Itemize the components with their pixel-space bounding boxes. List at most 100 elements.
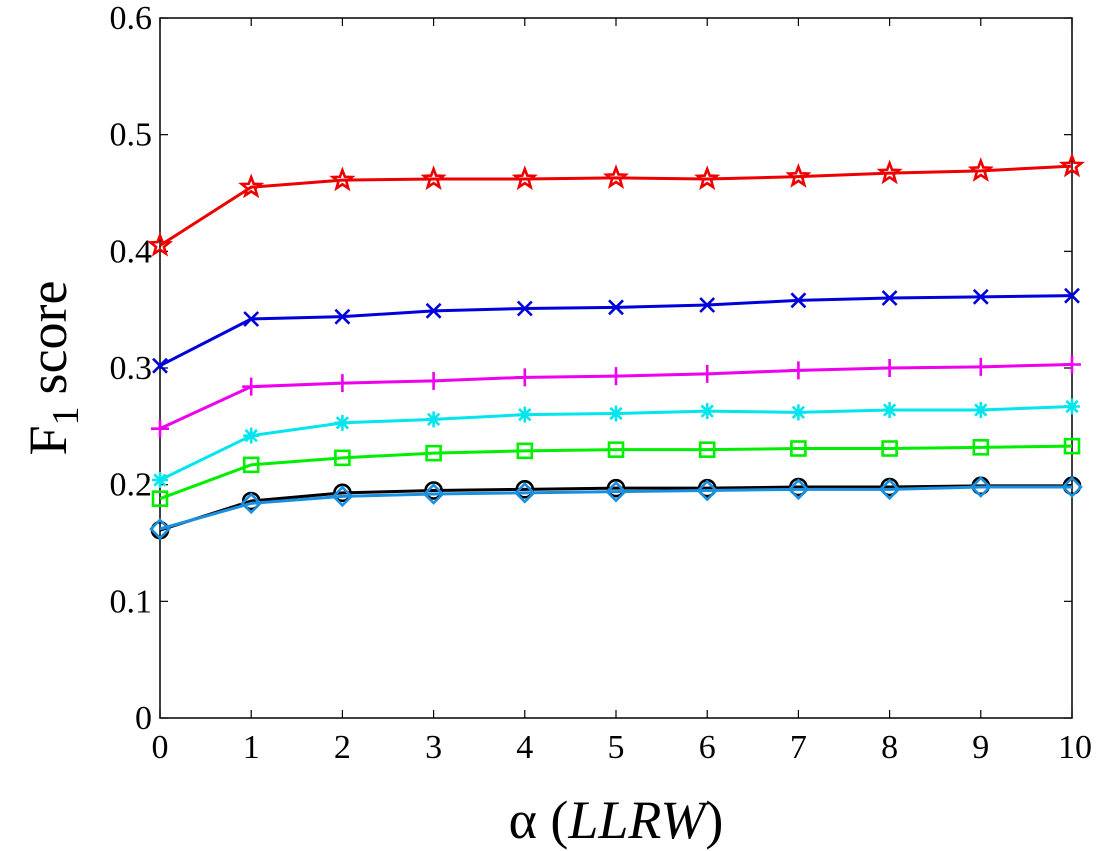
marker-cross bbox=[1064, 287, 1080, 304]
marker-circle bbox=[606, 478, 626, 498]
y-axis-title-text: F1 score bbox=[18, 281, 87, 456]
marker-cross bbox=[516, 300, 533, 317]
marker-asterisk bbox=[516, 406, 533, 423]
y-axis-title: F1 score bbox=[18, 281, 87, 456]
marker-plus bbox=[515, 368, 534, 387]
marker-plus bbox=[971, 357, 990, 376]
x-tick-label: 10 bbox=[1058, 729, 1092, 766]
y-tick-label: 0.3 bbox=[110, 350, 153, 387]
marker-diamond bbox=[240, 492, 263, 515]
x-tick-label: 9 bbox=[972, 729, 989, 766]
y-tick-label: 0.1 bbox=[110, 583, 153, 620]
series-blue-diamond bbox=[149, 476, 1083, 540]
marker-asterisk bbox=[334, 414, 351, 431]
marker-diamond bbox=[149, 518, 171, 540]
marker-diamond bbox=[331, 485, 354, 508]
y-tick-label: 0.6 bbox=[110, 0, 153, 37]
marker-square bbox=[790, 440, 807, 457]
y-tick-label: 0 bbox=[135, 700, 152, 737]
marker-plus bbox=[151, 419, 169, 438]
x-tick-label: 5 bbox=[608, 729, 625, 766]
x-tick-label: 7 bbox=[790, 729, 807, 766]
y-axis-title-main: F bbox=[18, 425, 78, 455]
marker-plus bbox=[607, 367, 625, 386]
marker-square bbox=[242, 456, 260, 474]
marker-diamond bbox=[787, 478, 810, 501]
marker-asterisk bbox=[152, 472, 168, 488]
marker-square bbox=[607, 441, 625, 458]
x-tick-label: 3 bbox=[425, 729, 442, 766]
y-axis: 0 0.1 0.2 0.3 0.4 0.5 0.6 bbox=[110, 0, 1072, 737]
series-line bbox=[159, 484, 1072, 532]
marker-star bbox=[511, 165, 538, 191]
marker-star bbox=[1058, 152, 1086, 178]
marker-diamond bbox=[422, 483, 445, 505]
marker-square bbox=[1063, 437, 1081, 455]
marker-square bbox=[151, 490, 169, 507]
marker-square bbox=[698, 441, 716, 458]
marker-plus bbox=[1063, 355, 1081, 374]
marker-asterisk bbox=[699, 403, 716, 420]
x-axis-title-symbol: α bbox=[509, 790, 537, 850]
marker-cross bbox=[790, 292, 807, 309]
marker-plus bbox=[242, 377, 261, 396]
marker-star bbox=[967, 157, 994, 182]
x-tick-label: 6 bbox=[699, 729, 716, 766]
x-axis: 0 1 2 3 4 5 6 7 8 9 10 bbox=[152, 18, 1092, 766]
marker-asterisk bbox=[881, 402, 898, 418]
marker-cross bbox=[608, 299, 624, 316]
series-green-square bbox=[151, 437, 1081, 507]
marker-cross bbox=[243, 311, 260, 327]
series-cyan-asterisk bbox=[152, 398, 1080, 488]
marker-diamond bbox=[696, 479, 719, 502]
marker-asterisk bbox=[1064, 398, 1080, 415]
x-axis-title-paren-open: ( bbox=[550, 790, 568, 850]
series-line bbox=[159, 444, 1073, 501]
series-layer bbox=[146, 152, 1086, 540]
marker-plus bbox=[789, 361, 808, 380]
marker-diamond bbox=[878, 478, 901, 501]
x-axis-title-italic: LLRW bbox=[567, 790, 710, 850]
marker-diamond bbox=[969, 476, 992, 498]
marker-star bbox=[694, 165, 721, 191]
marker-star bbox=[785, 162, 812, 188]
marker-cross bbox=[699, 297, 716, 313]
marker-circle bbox=[333, 483, 352, 503]
x-axis-title-paren-close: ) bbox=[705, 790, 723, 850]
marker-asterisk bbox=[608, 405, 624, 422]
x-tick-label: 0 bbox=[152, 729, 169, 766]
marker-star bbox=[329, 166, 356, 192]
marker-star bbox=[602, 164, 630, 189]
marker-plus bbox=[424, 371, 443, 390]
marker-plus bbox=[333, 374, 352, 393]
y-axis-title-rest: score bbox=[18, 281, 78, 395]
marker-asterisk bbox=[243, 427, 260, 444]
marker-cross bbox=[881, 290, 898, 306]
marker-star bbox=[238, 173, 265, 199]
marker-cross bbox=[334, 308, 351, 325]
marker-cross bbox=[425, 302, 442, 319]
series-red-star bbox=[146, 152, 1086, 257]
marker-square bbox=[516, 442, 534, 460]
y-tick-label: 0.5 bbox=[110, 117, 153, 154]
series-blue-cross bbox=[152, 287, 1080, 374]
x-tick-label: 8 bbox=[881, 729, 898, 766]
marker-square bbox=[334, 449, 351, 467]
marker-square bbox=[881, 440, 898, 457]
marker-plus bbox=[698, 364, 717, 383]
series-line bbox=[159, 164, 1073, 247]
marker-diamond bbox=[605, 480, 627, 503]
x-tick-label: 4 bbox=[516, 729, 533, 766]
series-line bbox=[159, 485, 1072, 531]
x-tick-label: 1 bbox=[243, 729, 260, 766]
marker-cross bbox=[152, 357, 168, 374]
marker-asterisk bbox=[790, 404, 807, 421]
marker-circle bbox=[424, 481, 443, 500]
marker-square bbox=[425, 444, 442, 462]
y-tick-label: 0.2 bbox=[110, 467, 153, 504]
marker-circle bbox=[515, 480, 535, 499]
marker-asterisk bbox=[972, 402, 989, 418]
marker-star bbox=[876, 159, 903, 185]
marker-star bbox=[420, 165, 447, 191]
